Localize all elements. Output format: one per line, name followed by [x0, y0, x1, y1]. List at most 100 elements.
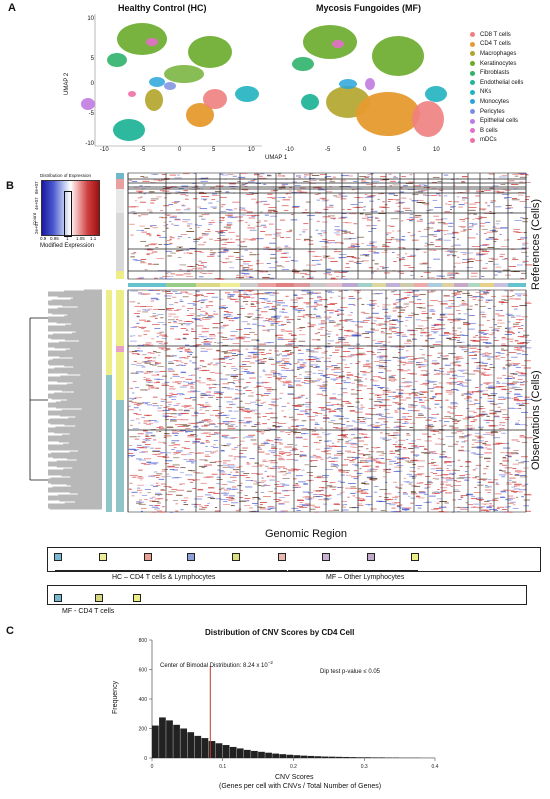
heatmap-segment — [136, 444, 142, 446]
heatmap-segment — [328, 421, 334, 423]
heatmap-segment — [483, 419, 490, 421]
heatmap-segment — [151, 374, 160, 376]
heatmap-segment — [435, 393, 443, 395]
heatmap-segment — [431, 329, 437, 330]
heatmap-segment — [431, 314, 436, 315]
heatmap-segment — [348, 260, 354, 262]
heatmap-segment — [200, 310, 206, 312]
heatmap-segment — [244, 371, 250, 372]
heatmap-segment — [222, 464, 229, 466]
heatmap-segment — [183, 323, 192, 325]
heatmap-segment — [319, 173, 327, 175]
heatmap-segment — [294, 363, 298, 365]
heatmap-segment — [212, 451, 217, 453]
heatmap-segment — [322, 255, 331, 257]
heatmap-segment — [262, 277, 271, 279]
heatmap-segment — [234, 317, 241, 318]
heatmap-segment — [138, 191, 143, 193]
heatmap-segment — [463, 351, 468, 353]
heatmap-segment — [382, 304, 391, 306]
heatmap-segment — [312, 412, 318, 413]
heatmap-segment — [236, 406, 245, 408]
heatmap-segment — [266, 352, 272, 354]
heatmap-segment — [141, 462, 146, 464]
heatmap-segment — [228, 498, 232, 500]
heatmap-segment — [474, 304, 478, 306]
heatmap-segment — [263, 401, 267, 403]
heatmap-segment — [426, 210, 431, 211]
cluster-cd4 — [186, 103, 214, 127]
heatmap-segment — [484, 354, 490, 356]
heatmap-segment — [166, 395, 173, 397]
heatmap-segment — [239, 409, 245, 411]
heatmap-segment — [192, 390, 201, 392]
heatmap-segment — [326, 357, 332, 359]
heatmap-segment — [407, 415, 413, 417]
heatmap-segment — [248, 291, 253, 293]
heatmap-segment — [235, 239, 241, 241]
heatmap-segment — [325, 374, 334, 376]
heatmap-segment — [482, 442, 487, 444]
heatmap-segment — [405, 362, 414, 364]
heatmap-segment — [477, 481, 482, 483]
heatmap-segment — [276, 246, 281, 248]
heatmap-segment — [496, 330, 500, 332]
legend-dot-icon — [470, 99, 475, 105]
heatmap-segment — [379, 179, 387, 181]
heatmap-segment — [286, 322, 291, 323]
heatmap-segment — [488, 424, 495, 426]
heatmap-segment — [183, 321, 190, 323]
heatmap-segment — [199, 272, 202, 274]
heatmap-segment — [147, 308, 153, 310]
heatmap-segment — [474, 399, 478, 401]
heatmap-segment — [183, 409, 190, 411]
heatmap-segment — [189, 451, 194, 453]
heatmap-segment — [146, 254, 150, 256]
heatmap-segment — [183, 410, 190, 412]
heatmap-segment — [453, 480, 457, 481]
heatmap-segment — [455, 317, 462, 319]
heatmap-segment — [452, 418, 457, 420]
heatmap-segment — [489, 327, 493, 328]
chromosome-segment — [220, 283, 240, 287]
heatmap-segment — [410, 491, 416, 493]
heatmap-segment — [235, 259, 244, 260]
heatmap-segment — [135, 278, 143, 280]
heatmap-segment — [244, 186, 248, 187]
heatmap-segment — [293, 432, 301, 433]
heatmap-segment — [401, 236, 406, 237]
heatmap-segment — [243, 298, 246, 300]
heatmap-segment — [439, 368, 442, 370]
heatmap-segment — [268, 267, 276, 269]
heatmap-segment — [333, 195, 338, 197]
heatmap-segment — [438, 511, 444, 512]
heatmap-segment — [157, 314, 164, 315]
heatmap-segment — [391, 331, 397, 333]
heatmap-segment — [451, 389, 458, 390]
heatmap-segment — [148, 235, 152, 237]
heatmap-segment — [156, 431, 159, 433]
heatmap-segment — [136, 487, 141, 489]
heatmap-segment — [263, 393, 271, 394]
heatmap-segment — [395, 446, 403, 448]
heatmap-segment — [469, 352, 475, 353]
heatmap-segment — [408, 392, 417, 394]
heatmap-segment — [309, 240, 314, 242]
heatmap-segment — [259, 376, 262, 378]
heatmap-segment — [485, 485, 488, 487]
heatmap-segment — [284, 446, 293, 448]
heatmap-segment — [494, 271, 498, 272]
heatmap-segment — [192, 443, 196, 444]
heatmap-segment — [460, 370, 464, 372]
heatmap-segment — [204, 418, 211, 420]
heatmap-segment — [176, 348, 183, 350]
heatmap-segment — [411, 477, 416, 479]
heatmap-segment — [403, 303, 410, 305]
heatmap-segment — [310, 271, 317, 273]
heatmap-segment — [268, 491, 273, 492]
heatmap-segment — [255, 225, 262, 227]
heatmap-segment — [299, 364, 305, 366]
heatmap-segment — [169, 386, 174, 388]
heatmap-segment — [200, 350, 208, 352]
legend-label: Endothelial cells — [480, 79, 524, 86]
